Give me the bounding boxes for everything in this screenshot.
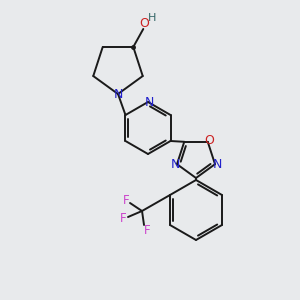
Text: O: O (204, 134, 214, 147)
Text: F: F (144, 224, 150, 236)
Text: O: O (139, 17, 149, 31)
Text: N: N (212, 158, 222, 171)
Text: N: N (144, 95, 154, 109)
Text: N: N (170, 158, 180, 171)
Text: N: N (113, 88, 123, 100)
Text: H: H (148, 13, 157, 23)
Text: F: F (120, 212, 126, 224)
Text: F: F (123, 194, 129, 206)
